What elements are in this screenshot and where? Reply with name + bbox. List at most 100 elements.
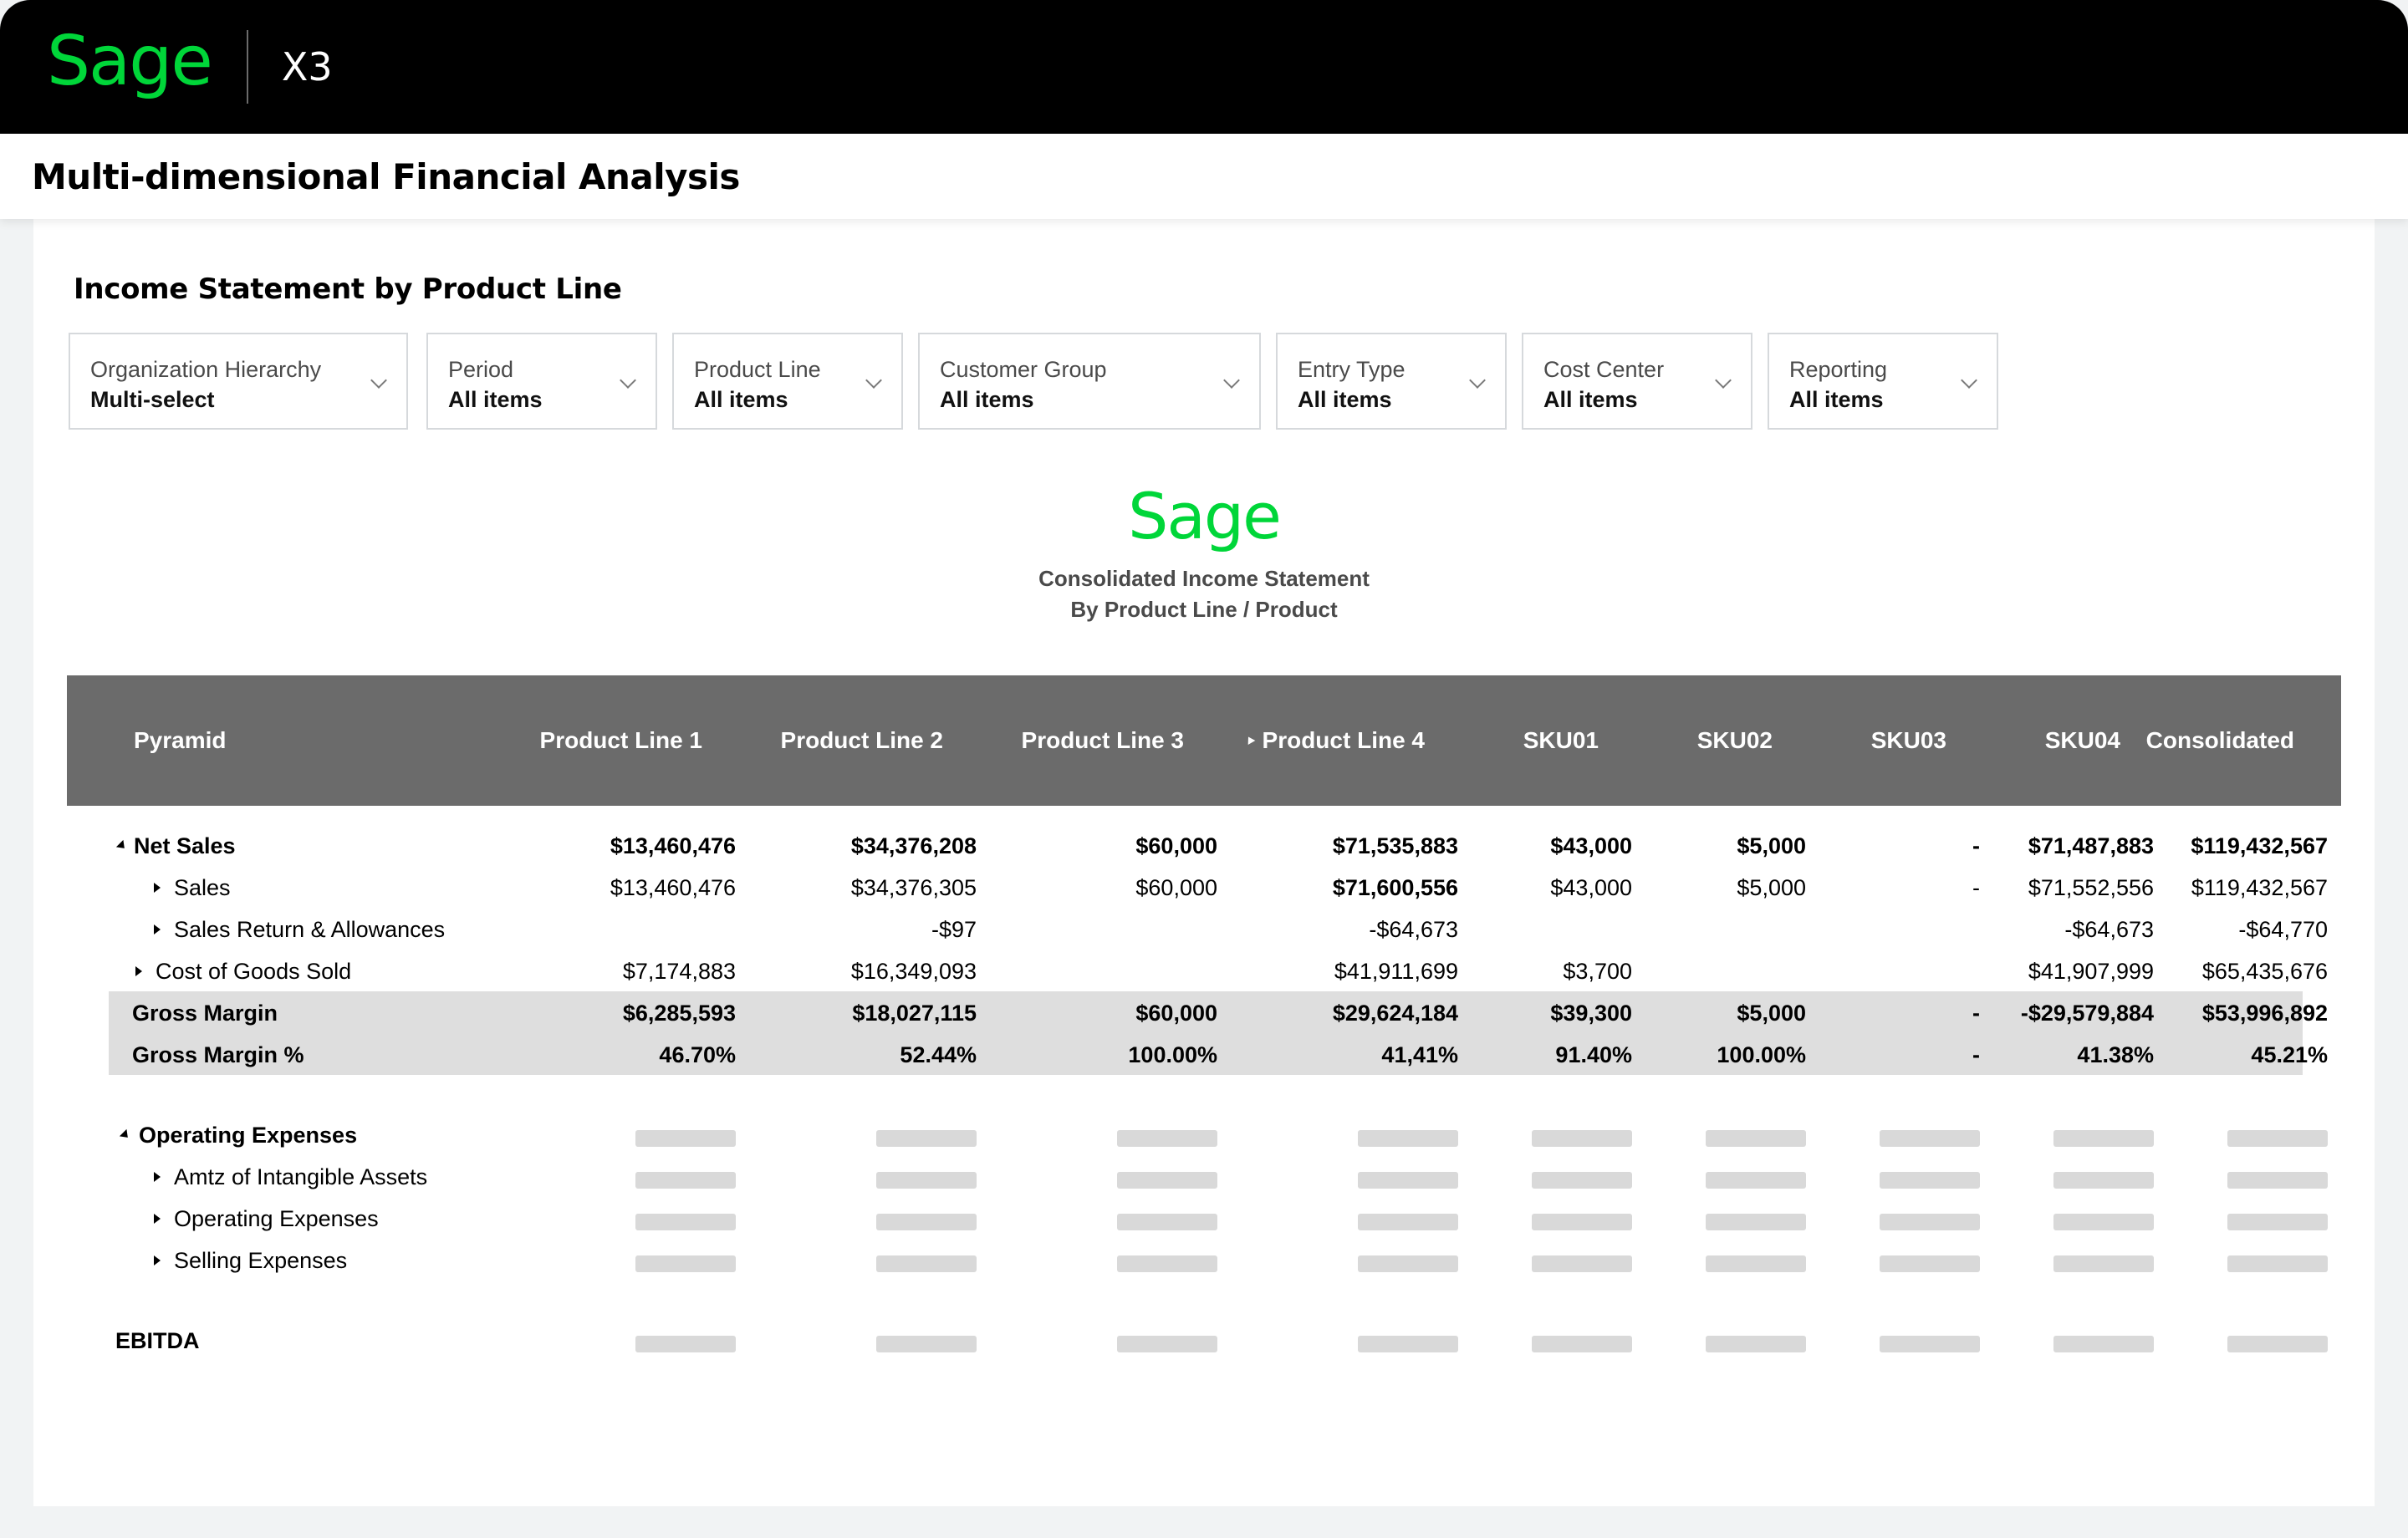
- page-title: Multi-dimensional Financial Analysis: [32, 155, 740, 197]
- table-cell: $6,285,593: [622, 1001, 736, 1026]
- table-cell: $29,624,184: [1332, 1001, 1458, 1026]
- loading-placeholder: [2053, 1172, 2154, 1189]
- loading-placeholder: [2053, 1336, 2154, 1352]
- table-cell: -$64,673: [2064, 917, 2154, 942]
- column-header-sku03[interactable]: SKU03: [1870, 727, 1946, 753]
- table-row[interactable]: Sales Return & Allowances -$97 -$64,673 -$6…: [33, 909, 2375, 951]
- loading-placeholder: [1358, 1336, 1458, 1352]
- product-name: X3: [281, 44, 333, 89]
- table-row[interactable]: Operating Expenses: [33, 1199, 2375, 1240]
- loading-placeholder: [1358, 1255, 1458, 1272]
- expand-caret-icon[interactable]: [154, 1172, 161, 1182]
- loading-placeholder: [2053, 1255, 2154, 1272]
- filter-label: Reporting: [1789, 357, 1888, 382]
- loading-placeholder: [1880, 1255, 1980, 1272]
- section-title: Income Statement by Product Line: [74, 272, 622, 306]
- column-header-sku01[interactable]: SKU01: [1523, 727, 1599, 753]
- table-cell: $39,300: [1550, 1001, 1632, 1026]
- row-label: Gross Margin %: [132, 1042, 304, 1067]
- row-label: Cost of Goods Sold: [156, 959, 352, 984]
- filter-organization-hierarchy[interactable]: Organization Hierarchy Multi-select: [69, 333, 408, 430]
- loading-placeholder: [1117, 1130, 1217, 1147]
- loading-placeholder: [2053, 1214, 2154, 1230]
- loading-placeholder: [1532, 1214, 1632, 1230]
- expand-caret-icon[interactable]: [154, 1255, 161, 1266]
- table-row[interactable]: Operating Expenses: [33, 1115, 2375, 1157]
- table-cell: 100.00%: [1717, 1042, 1806, 1067]
- column-header-consolidated[interactable]: Consolidated: [2145, 727, 2294, 753]
- filter-product-line[interactable]: Product Line All items: [672, 333, 903, 430]
- column-header-pyramid[interactable]: Pyramid: [134, 727, 227, 753]
- table-cell: -$97: [931, 917, 977, 942]
- table-cell: $5,000: [1737, 833, 1806, 858]
- loading-placeholder: [2227, 1255, 2328, 1272]
- sort-indicator-icon: [1244, 734, 1255, 745]
- table-header: Pyramid Product Line 1 Product Line 2 Pr…: [67, 675, 2341, 806]
- filter-value: All items: [1543, 387, 1638, 412]
- table-cell: $71,535,883: [1332, 833, 1458, 858]
- expand-caret-icon[interactable]: [154, 1214, 161, 1224]
- table-row[interactable]: EBITDA: [33, 1321, 2375, 1362]
- expand-caret-icon[interactable]: [135, 966, 142, 976]
- table-cell: -$64,673: [1369, 917, 1458, 942]
- loading-placeholder: [2053, 1130, 2154, 1147]
- row-label: Sales: [174, 875, 231, 900]
- table-row[interactable]: Cost of Goods Sold $7,174,883 $16,349,093 $…: [33, 951, 2375, 993]
- row-label: Net Sales: [134, 833, 236, 858]
- filter-reporting[interactable]: Reporting All items: [1768, 333, 1998, 430]
- row-label: Selling Expenses: [174, 1248, 348, 1273]
- table-row[interactable]: Net Sales $13,460,476 $34,376,208 $60,000 $7…: [33, 826, 2375, 868]
- filter-entry-type[interactable]: Entry Type All items: [1276, 333, 1507, 430]
- column-header-sku04[interactable]: SKU04: [2044, 727, 2120, 753]
- expand-caret-icon[interactable]: [154, 883, 161, 893]
- loading-placeholder: [1532, 1336, 1632, 1352]
- loading-placeholder: [1880, 1130, 1980, 1147]
- filter-label: Product Line: [694, 357, 821, 382]
- table-row[interactable]: Amtz of Intangible Assets: [33, 1157, 2375, 1199]
- table-cell: $71,552,556: [2028, 875, 2154, 900]
- top-app-bar: Sage X3: [0, 0, 2408, 134]
- loading-placeholder: [876, 1130, 977, 1147]
- table-cell: 52.44%: [900, 1042, 977, 1067]
- column-header-sku02[interactable]: SKU02: [1696, 727, 1773, 753]
- row-label: Operating Expenses: [139, 1123, 358, 1148]
- loading-placeholder: [1117, 1255, 1217, 1272]
- loading-placeholder: [1358, 1172, 1458, 1189]
- loading-placeholder: [876, 1214, 977, 1230]
- filter-period[interactable]: Period All items: [426, 333, 657, 430]
- loading-placeholder: [1117, 1214, 1217, 1230]
- table-cell: 41.38%: [2077, 1042, 2154, 1067]
- table-row[interactable]: Gross Margin $6,285,593 $18,027,115 $60,000…: [33, 993, 2375, 1035]
- table-row[interactable]: Gross Margin % 46.70% 52.44% 100.00% 41,41% 9…: [33, 1035, 2375, 1077]
- expand-caret-icon[interactable]: [154, 924, 161, 935]
- loading-placeholder: [876, 1172, 977, 1189]
- row-label: Operating Expenses: [174, 1206, 379, 1231]
- table-cell: $18,027,115: [852, 1001, 977, 1026]
- table-cell: $3,700: [1563, 959, 1632, 984]
- row-label: Sales Return & Allowances: [174, 917, 446, 942]
- filter-value: All items: [1789, 387, 1884, 412]
- row-label: Gross Margin: [132, 1001, 278, 1026]
- column-header-product-line-3[interactable]: Product Line 3: [1021, 727, 1184, 753]
- collapse-caret-icon[interactable]: [115, 839, 129, 853]
- table-row[interactable]: Selling Expenses: [33, 1240, 2375, 1282]
- column-header-product-line-2[interactable]: Product Line 2: [780, 727, 943, 753]
- table-row[interactable]: Sales $13,460,476 $34,376,305 $60,000 $71,60…: [33, 868, 2375, 909]
- table-cell: $7,174,883: [622, 959, 736, 984]
- loading-placeholder: [1880, 1172, 1980, 1189]
- column-header-product-line-1[interactable]: Product Line 1: [539, 727, 702, 753]
- loading-placeholder: [1117, 1172, 1217, 1189]
- collapse-caret-icon[interactable]: [119, 1128, 132, 1142]
- table-cell: -$29,579,884: [2020, 1001, 2154, 1026]
- loading-placeholder: [1706, 1130, 1806, 1147]
- filter-cost-center[interactable]: Cost Center All items: [1522, 333, 1752, 430]
- table-cell: -: [1972, 833, 1980, 858]
- sage-logo[interactable]: Sage: [47, 22, 213, 101]
- page-title-bar: Multi-dimensional Financial Analysis: [0, 134, 2408, 219]
- table-cell: -: [1972, 1001, 1980, 1026]
- table-cell: $60,000: [1135, 875, 1217, 900]
- report-header: Sage Consolidated Income Statement By Pr…: [33, 485, 2375, 625]
- loading-placeholder: [1532, 1255, 1632, 1272]
- filter-customer-group[interactable]: Customer Group All items: [918, 333, 1261, 430]
- column-header-product-line-4[interactable]: Product Line 4: [1244, 726, 1425, 756]
